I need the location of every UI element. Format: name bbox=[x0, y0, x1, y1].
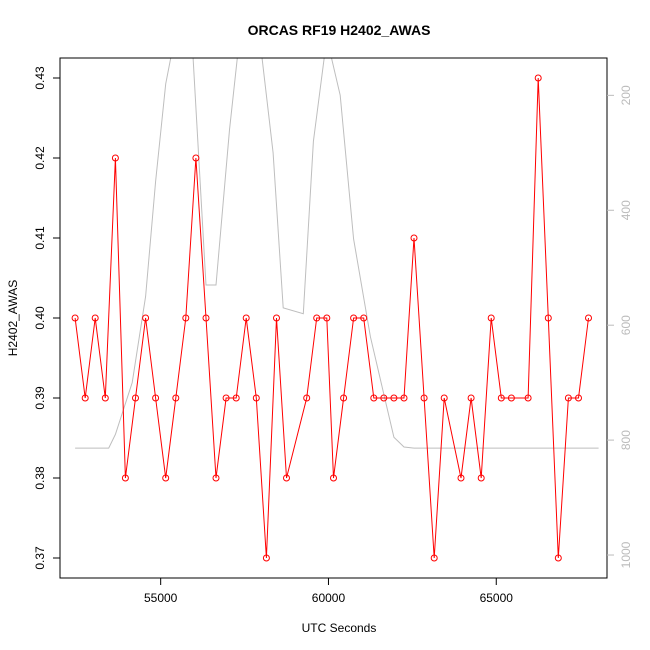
x-axis: 55000 60000 65000 bbox=[144, 578, 513, 605]
data-point bbox=[380, 394, 388, 402]
right-y-tick-label: 400 bbox=[619, 200, 633, 220]
data-point bbox=[111, 154, 119, 162]
secondary-series-line bbox=[75, 58, 599, 449]
data-point bbox=[457, 474, 465, 482]
data-point bbox=[487, 314, 495, 322]
y-axis-label: H2402_AWAS bbox=[6, 280, 20, 356]
data-point bbox=[400, 394, 408, 402]
y-tick-label: 0.42 bbox=[33, 146, 47, 170]
x-tick-label: 65000 bbox=[480, 591, 514, 605]
data-point bbox=[390, 394, 398, 402]
data-point bbox=[212, 474, 220, 482]
data-point bbox=[192, 154, 200, 162]
y-tick-label: 0.38 bbox=[33, 466, 47, 490]
data-point bbox=[313, 314, 321, 322]
data-point bbox=[534, 74, 542, 82]
data-point bbox=[262, 554, 270, 562]
data-point bbox=[497, 394, 505, 402]
y-tick-label: 0.43 bbox=[33, 66, 47, 90]
data-point bbox=[440, 394, 448, 402]
data-point bbox=[81, 394, 89, 402]
y-tick-label: 0.37 bbox=[33, 546, 47, 570]
data-point bbox=[544, 314, 552, 322]
data-point bbox=[232, 394, 240, 402]
x-tick-label: 55000 bbox=[144, 591, 178, 605]
data-point bbox=[273, 314, 280, 322]
data-point bbox=[360, 314, 368, 322]
data-point bbox=[162, 474, 170, 482]
secondary-y-axis: 200 400 600 800 1000 bbox=[607, 85, 633, 568]
data-point bbox=[142, 314, 150, 322]
data-point bbox=[575, 394, 582, 402]
data-point bbox=[323, 314, 331, 322]
series-line bbox=[74, 77, 589, 559]
data-point bbox=[182, 314, 190, 322]
data-point bbox=[477, 474, 485, 482]
data-point bbox=[330, 474, 337, 482]
right-y-tick-label: 600 bbox=[619, 315, 633, 335]
right-y-tick-label: 800 bbox=[619, 430, 633, 450]
data-point bbox=[420, 394, 428, 402]
x-axis-label: UTC Seconds bbox=[302, 621, 377, 635]
data-point bbox=[152, 394, 160, 402]
data-point bbox=[242, 314, 250, 322]
data-point bbox=[585, 314, 592, 322]
y-tick-label: 0.40 bbox=[33, 306, 47, 330]
y-tick-label: 0.41 bbox=[33, 226, 47, 250]
chart-title: ORCAS RF19 H2402_AWAS bbox=[248, 22, 431, 38]
data-point bbox=[283, 474, 290, 482]
data-point bbox=[430, 554, 438, 562]
data-point bbox=[303, 394, 311, 402]
y-axis: 0.37 0.38 0.39 0.40 0.41 0.42 0.43 bbox=[33, 66, 60, 570]
data-point bbox=[202, 314, 210, 322]
plot-area bbox=[71, 58, 599, 562]
data-point bbox=[71, 314, 79, 322]
x-tick-label: 60000 bbox=[312, 591, 346, 605]
data-point bbox=[350, 314, 358, 322]
right-y-tick-label: 200 bbox=[619, 85, 633, 105]
data-point bbox=[554, 554, 562, 562]
data-point bbox=[410, 234, 418, 242]
data-point bbox=[101, 394, 109, 402]
right-y-tick-label: 1000 bbox=[619, 541, 633, 568]
data-point bbox=[252, 394, 260, 402]
data-point bbox=[132, 394, 139, 402]
data-point bbox=[467, 394, 475, 402]
data-point bbox=[564, 394, 572, 402]
data-point bbox=[370, 394, 378, 402]
data-point bbox=[121, 474, 129, 482]
y-tick-label: 0.39 bbox=[33, 386, 47, 410]
data-point bbox=[340, 394, 348, 402]
data-point bbox=[507, 394, 515, 402]
data-point bbox=[91, 314, 99, 322]
data-point bbox=[172, 394, 180, 402]
data-point bbox=[524, 394, 532, 402]
data-point bbox=[222, 394, 230, 402]
